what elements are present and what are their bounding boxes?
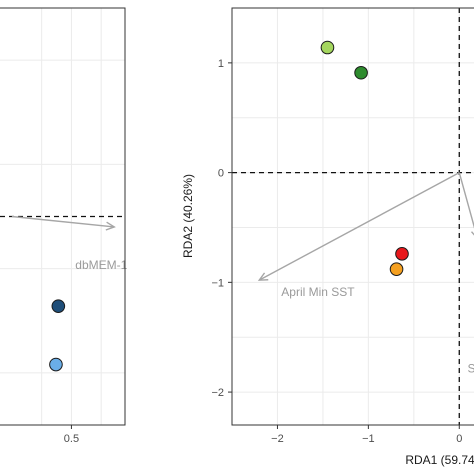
right-y-tick-label: −1 bbox=[211, 277, 224, 289]
right-y-ticks: 1 0 −1 −2 bbox=[211, 58, 232, 399]
right-points bbox=[320, 40, 409, 276]
right-data-point bbox=[320, 40, 335, 55]
right-vector-label: April Min SST bbox=[281, 285, 355, 299]
right-reference-lines bbox=[232, 8, 474, 425]
right-y-tick-label: 1 bbox=[218, 58, 224, 70]
right-data-point bbox=[354, 65, 368, 80]
left-vector-label: dbMEM-1 bbox=[75, 258, 127, 272]
left-panel: dbMEM-1 0.5 bbox=[0, 7, 128, 445]
right-x-ticks: −2 −1 0 bbox=[271, 425, 462, 445]
left-vector-arrowhead bbox=[105, 221, 116, 231]
right-vector-arrow bbox=[258, 171, 460, 281]
left-points bbox=[49, 299, 66, 372]
left-data-point bbox=[49, 357, 63, 372]
right-vector-arrow bbox=[458, 172, 474, 229]
right-vector-label: S bbox=[467, 361, 474, 375]
right-x-tick-label: −1 bbox=[362, 433, 375, 445]
right-data-point bbox=[389, 262, 404, 276]
right-plot-border bbox=[231, 7, 474, 426]
left-vector-arrow bbox=[11, 215, 115, 228]
right-x-tick-label: −2 bbox=[271, 433, 284, 445]
left-x-ticks: 0.5 bbox=[64, 425, 79, 445]
right-vector-arrowhead bbox=[257, 272, 269, 281]
right-plot-background bbox=[232, 8, 474, 425]
right-y-axis-title: RDA2 (40.26%) bbox=[181, 174, 195, 258]
right-y-tick-label: −2 bbox=[211, 387, 224, 399]
right-x-tick-label: 0 bbox=[456, 433, 462, 445]
left-plot-border bbox=[0, 7, 126, 426]
left-vectors: dbMEM-1 bbox=[11, 215, 128, 272]
right-x-axis-title: RDA1 (59.74 bbox=[405, 453, 474, 467]
right-data-point bbox=[395, 247, 409, 261]
right-vectors: April Min SST S bbox=[257, 171, 474, 375]
left-data-point bbox=[51, 299, 66, 313]
right-y-tick-label: 0 bbox=[218, 168, 224, 180]
left-x-tick-label: 0.5 bbox=[64, 433, 79, 445]
